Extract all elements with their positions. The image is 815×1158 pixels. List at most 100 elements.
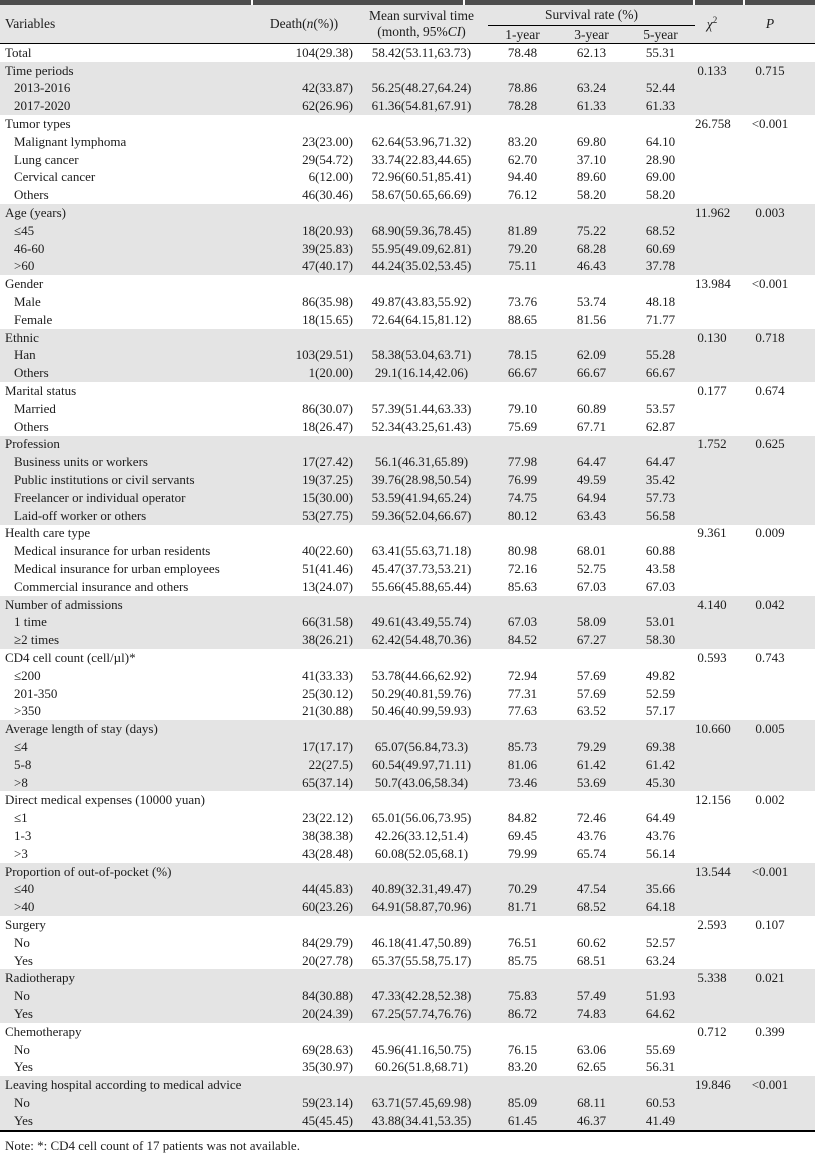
cell-death (253, 328, 355, 347)
cell-chi-square (695, 542, 745, 560)
cell-variable: Freelancer or individual operator (0, 488, 253, 507)
cell-1-year: 77.63 (507, 703, 538, 719)
cell-mean-survival (355, 595, 488, 614)
cell-5-year: 49.82 (645, 667, 676, 683)
cell-3-year: 60.89 (576, 400, 607, 416)
cell-3-year: 63.06 (576, 1041, 607, 1057)
cell-1-year: 81.06 (488, 755, 557, 774)
cell-death (253, 61, 355, 80)
cell-chi-square (695, 578, 745, 596)
cell-variable: >40 (0, 898, 253, 917)
cell-death: 18(15.65) (302, 311, 353, 327)
table-row: Han 103(29.51) 58.38(53.04,63.71) 78.15 62.0… (0, 346, 815, 365)
cell-chi-square: 0.177 (697, 383, 727, 399)
cell-variable: Number of admissions (0, 595, 253, 614)
cell-3-year: 72.46 (576, 810, 607, 826)
cell-mean-survival: 33.74(22.83,44.65) (371, 151, 472, 167)
cell-5-year: 62.87 (645, 418, 676, 434)
cell-p (745, 987, 815, 1006)
cell-chi-square (695, 311, 745, 329)
cell-variable: Lung cancer (14, 151, 79, 167)
cell-mean-survival: 63.71(57.45,69.98) (355, 1094, 488, 1112)
cell-1-year (488, 435, 557, 454)
cell-death: 17(27.42) (253, 453, 355, 472)
cell-3-year: 46.37 (557, 1111, 626, 1131)
cell-5-year (626, 1076, 696, 1095)
cell-variable: 201-350 (14, 685, 58, 701)
cell-1-year (488, 969, 557, 988)
cell-1-year (488, 204, 557, 222)
table-row: >60 47(40.17) 44.24(35.02,53.45) 75.11 46.43… (0, 257, 815, 276)
cell-5-year (626, 720, 696, 739)
cell-3-year: 53.69 (557, 773, 626, 792)
chi-superscript: 2 (712, 15, 718, 26)
cell-5-year: 56.14 (645, 845, 676, 861)
cell-chi-square: 19.846 (695, 1076, 746, 1095)
cell-1-year: 69.45 (507, 827, 538, 843)
cell-death: 60(23.26) (253, 898, 355, 917)
cell-mean-survival: 58.38(53.04,63.71) (355, 346, 488, 365)
cell-variable: Business units or workers (0, 453, 253, 472)
cell-death (253, 115, 355, 133)
cell-death: 84(29.79) (302, 934, 353, 950)
cell-death: 38(38.38) (302, 827, 353, 843)
cell-variable: Yes (0, 1111, 253, 1131)
cell-3-year: 68.52 (557, 898, 626, 917)
cell-death: 43(28.48) (302, 845, 353, 861)
cell-5-year (626, 382, 695, 400)
cell-mean-survival: 56.25(48.27,64.24) (355, 79, 488, 98)
cell-3-year (557, 525, 626, 543)
cell-5-year: 67.03 (645, 578, 676, 594)
cell-1-year: 76.15 (507, 1041, 538, 1057)
cell-5-year: 45.30 (626, 773, 696, 792)
cell-p: 0.399 (755, 1023, 785, 1039)
cell-3-year (557, 916, 626, 934)
cell-mean-survival: 63.41(55.63,71.18) (371, 543, 472, 559)
cell-p (745, 151, 815, 169)
table-row: 5-8 22(27.5) 60.54(49.97,71.11) 81.06 61.42 6… (0, 755, 815, 774)
cell-variable: Tumor types (5, 116, 71, 132)
cell-death: 46(30.46) (302, 187, 353, 203)
cell-5-year: 60.69 (626, 239, 696, 258)
cell-chi-square: 13.544 (695, 862, 746, 881)
cell-5-year (626, 275, 695, 293)
cell-death: 38(26.21) (253, 631, 355, 650)
cell-p (745, 186, 815, 204)
cell-p (745, 1058, 815, 1076)
cell-3-year (557, 204, 626, 222)
table-row: >8 65(37.14) 50.7(43.06,58.34) 73.46 53.69 45… (0, 773, 815, 792)
cell-3-year (557, 115, 626, 133)
cell-p (745, 685, 815, 703)
cell-p (745, 845, 815, 863)
cell-variable: Yes (14, 952, 33, 968)
cell-death: 41(33.33) (302, 667, 353, 683)
cell-mean-survival: 65.07(56.84,73.3) (355, 738, 488, 756)
cell-1-year (488, 862, 557, 881)
cell-1-year (488, 1076, 557, 1095)
table-row: Female 18(15.65) 72.64(64.15,81.12) 88.65 81… (0, 311, 815, 329)
cell-p: <0.001 (751, 276, 789, 292)
table-row: Time periods 0.133 0.715 (0, 61, 815, 80)
cell-5-year (626, 649, 695, 667)
cell-1-year: 84.82 (507, 810, 538, 826)
cell-mean-survival: 55.66(45.88,65.44) (371, 578, 472, 594)
cell-p: 0.674 (755, 383, 785, 399)
cell-variable: Cervical cancer (14, 169, 96, 185)
cell-chi-square: 0.593 (697, 649, 727, 665)
cell-1-year: 78.28 (488, 97, 557, 116)
cell-3-year (557, 1023, 626, 1041)
table-row: 2013-2016 42(33.87) 56.25(48.27,64.24) 78.8… (0, 79, 815, 98)
cell-p (745, 952, 815, 970)
cell-variable: No (0, 1094, 253, 1112)
table-row: Male 86(35.98) 49.87(43.83,55.92) 73.76 53.7… (0, 293, 815, 311)
cell-mean-survival (355, 1023, 488, 1041)
death-header-n-italic: n (306, 16, 314, 31)
cell-3-year: 69.80 (576, 133, 607, 149)
cell-variable: Health care type (5, 525, 91, 541)
cell-death (253, 382, 355, 400)
cell-death (253, 969, 355, 988)
cell-chi-square: 11.962 (695, 204, 746, 222)
cell-mean-survival: 53.78(44.66,62.92) (371, 667, 472, 683)
cell-5-year (626, 328, 696, 347)
table-row: Leaving hospital according to medical ad… (0, 1076, 815, 1095)
